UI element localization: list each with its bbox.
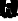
Bar [6, 8, 10, 12]
Bar [4, 6, 12, 14]
Bar [8, 9, 9, 11]
Bar [5, 7, 11, 13]
Bar [7, 9, 9, 11]
Text: 117: 117 [13, 0, 18, 16]
Bar [5, 7, 12, 14]
Text: 106: 106 [15, 0, 18, 12]
Bar [6, 7, 11, 13]
Text: 119: 119 [10, 0, 18, 11]
Bar [6, 8, 11, 13]
Text: 118: 118 [15, 0, 18, 13]
Bar [5, 6, 12, 14]
Bar [6, 8, 11, 12]
Bar [6, 8, 11, 12]
Bar [4, 6, 13, 15]
Bar [5, 7, 12, 13]
Bar [7, 8, 10, 12]
Text: C: C [0, 0, 7, 20]
Bar [8, 6, 9, 7]
Bar [7, 9, 10, 11]
Bar [7, 9, 10, 12]
Text: C': C' [9, 0, 18, 20]
Bar [5, 7, 12, 14]
Bar [8, 10, 9, 11]
Bar [4, 6, 13, 14]
